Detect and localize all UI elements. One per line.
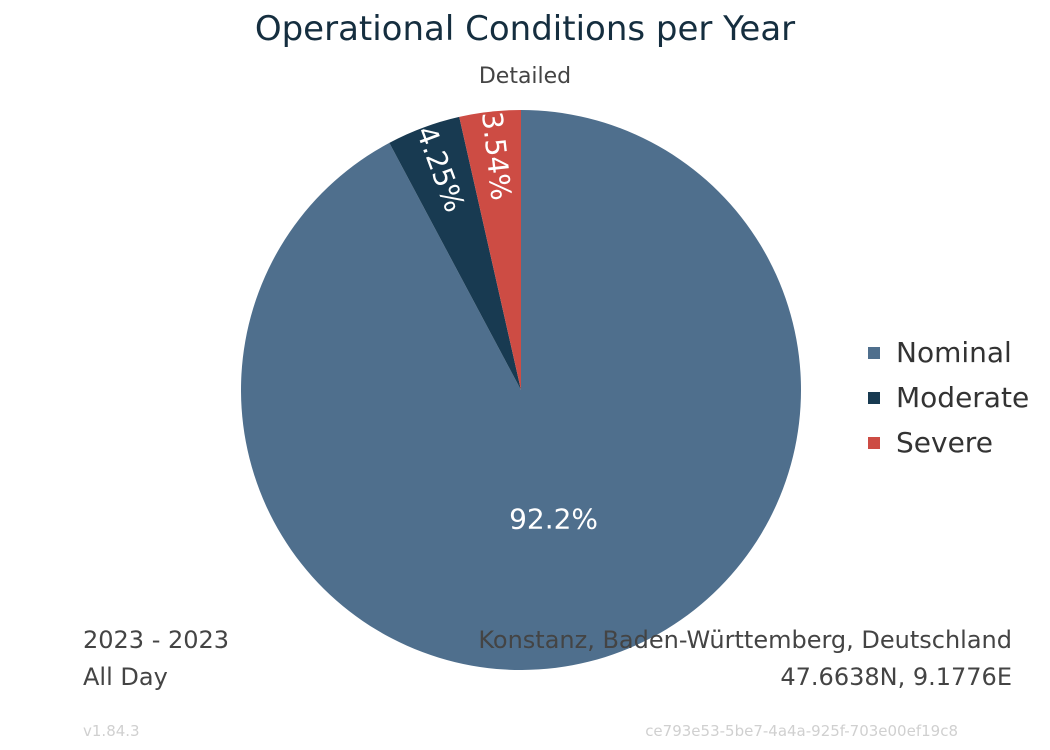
location-coordinates: 47.6638N, 9.1776E	[780, 663, 1012, 691]
legend: Nominal Moderate Severe	[868, 330, 1029, 465]
legend-item-severe[interactable]: Severe	[868, 420, 1029, 465]
chart-id-label: ce793e53-5be7-4a4a-925f-703e00ef19c8	[645, 722, 958, 740]
pie-slice-nominal[interactable]	[241, 110, 802, 670]
footer-right: Konstanz, Baden-Württemberg, Deutschland…	[478, 622, 1012, 696]
legend-item-nominal[interactable]: Nominal	[868, 330, 1029, 375]
chart-title: Operational Conditions per Year	[254, 9, 796, 49]
legend-label-nominal: Nominal	[896, 336, 1012, 369]
legend-label-severe: Severe	[896, 426, 993, 459]
legend-item-moderate[interactable]: Moderate	[868, 375, 1029, 420]
chart-subtitle: Detailed	[478, 64, 572, 89]
time-of-day: All Day	[83, 663, 168, 691]
legend-label-moderate: Moderate	[896, 381, 1030, 414]
legend-swatch-nominal	[868, 346, 880, 359]
location-name: Konstanz, Baden-Württemberg, Deutschland	[478, 626, 1012, 654]
pie-slice-severe[interactable]	[459, 110, 521, 390]
legend-swatch-severe	[868, 436, 880, 449]
legend-swatch-moderate	[868, 391, 880, 404]
date-range: 2023 - 2023	[83, 626, 230, 654]
slice-label-nominal: 92.2%	[509, 502, 598, 535]
version-label: v1.84.3	[83, 722, 140, 740]
pie-slice-moderate[interactable]	[389, 116, 521, 391]
footer-left: 2023 - 2023 All Day	[83, 622, 229, 696]
